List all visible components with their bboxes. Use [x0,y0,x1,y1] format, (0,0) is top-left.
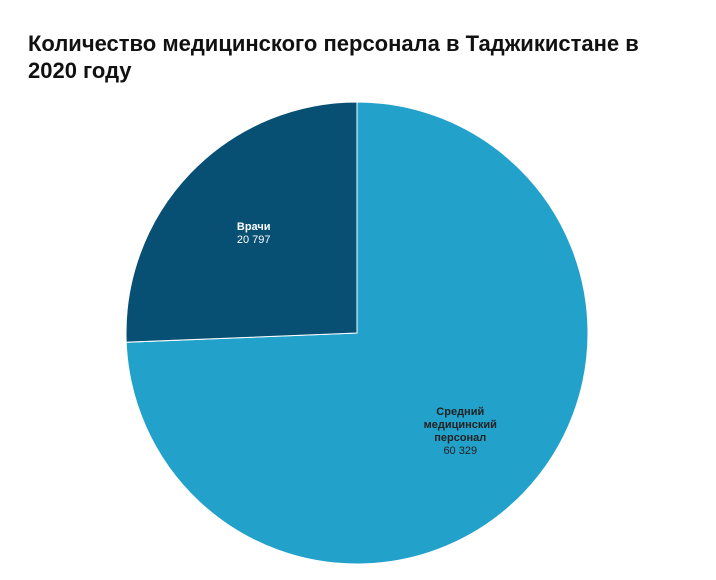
value-label: 60 329 [443,445,478,458]
category-label: Врачи [236,220,271,233]
pie-slice [125,101,358,343]
slice-label: Врачи 20 797 [199,221,309,247]
category-label: Средний медицинский персонал [423,406,497,445]
value-label: 20 797 [236,233,271,246]
chart-title: Количество медицинского персонала в Тадж… [28,31,639,83]
slice-label: Средний медицинский персонал 60 329 [405,406,515,458]
